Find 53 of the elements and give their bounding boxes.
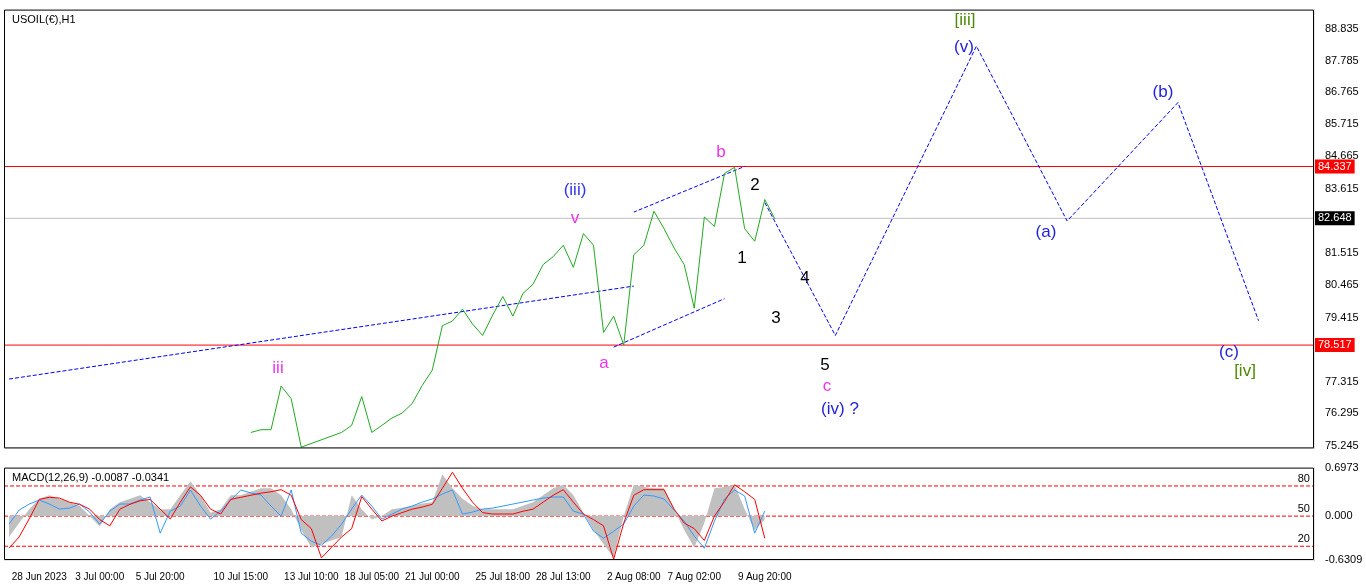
annotation: (v) — [954, 36, 974, 56]
annotation: v — [570, 207, 580, 227]
x-tick-label: 5 Jul 20:00 — [135, 570, 186, 582]
annotation: (b) — [1152, 81, 1174, 101]
ref-line-label: 50 — [1297, 502, 1310, 515]
annotation: 4 — [800, 267, 810, 287]
y-tick-label: 87.785 — [1325, 53, 1359, 66]
x-tick-label: 13 Jul 10:00 — [284, 570, 340, 582]
y-tick-label: 77.315 — [1325, 375, 1359, 387]
ref-line-label: 84.337 — [1318, 159, 1352, 172]
x-tick-label: 2 Aug 08:00 — [607, 570, 661, 582]
annotation: b — [716, 141, 726, 161]
y-tick-label: 79.415 — [1325, 310, 1359, 323]
y-tick-label: -0.6309 — [1325, 553, 1363, 566]
x-tick-label: 28 Jun 2023 — [11, 570, 68, 582]
ref-line-label: 82.648 — [1318, 211, 1352, 224]
y-tick-label: 80.465 — [1325, 278, 1359, 291]
annotation: [iii] — [954, 9, 976, 29]
annotation: 5 — [820, 354, 830, 374]
ref-line-label: 78.517 — [1318, 338, 1352, 351]
annotation: (c) — [1219, 341, 1239, 361]
x-tick-label: 7 Aug 02:00 — [667, 570, 722, 582]
annotation: [iv] — [1234, 360, 1256, 380]
x-tick-label: 28 Jul 13:00 — [536, 570, 591, 582]
annotation: iii — [272, 357, 284, 377]
chart-title: MACD(12,26,9) -0.0087 -0.0341 — [12, 470, 170, 483]
annotation: (iv) ? — [821, 398, 859, 418]
annotation: 3 — [771, 307, 781, 327]
y-tick-label: 0.6973 — [1325, 460, 1359, 473]
y-tick-label: 76.295 — [1325, 406, 1359, 419]
x-tick-label: 9 Aug 20:00 — [738, 570, 792, 582]
ref-line-label: 20 — [1297, 532, 1310, 545]
annotation: 1 — [737, 247, 747, 267]
annotation: a — [599, 352, 610, 372]
chart-title: USOIL(€),H1 — [12, 12, 76, 25]
y-tick-label: 83.615 — [1325, 181, 1359, 194]
y-tick-label: 88.835 — [1325, 21, 1359, 34]
y-tick-label: 85.715 — [1325, 117, 1359, 130]
y-tick-label: 84.665 — [1325, 149, 1359, 162]
x-tick-label: 3 Jul 00:00 — [75, 570, 125, 582]
annotation: (iii) — [563, 179, 587, 199]
annotation: c — [822, 375, 832, 395]
y-tick-label: 81.515 — [1325, 246, 1359, 259]
x-tick-label: 21 Jul 00:00 — [405, 570, 460, 582]
y-tick-label: 86.765 — [1325, 85, 1359, 98]
x-tick-label: 18 Jul 05:00 — [344, 570, 400, 582]
ref-line-label: 80 — [1297, 472, 1310, 485]
y-tick-label: 0.000 — [1325, 509, 1353, 522]
x-tick-label: 10 Jul 15:00 — [213, 570, 269, 582]
annotation: 2 — [750, 174, 760, 194]
x-tick-label: 25 Jul 18:00 — [475, 570, 531, 582]
annotation: (a) — [1035, 221, 1057, 241]
y-tick-label: 75.245 — [1325, 438, 1359, 451]
